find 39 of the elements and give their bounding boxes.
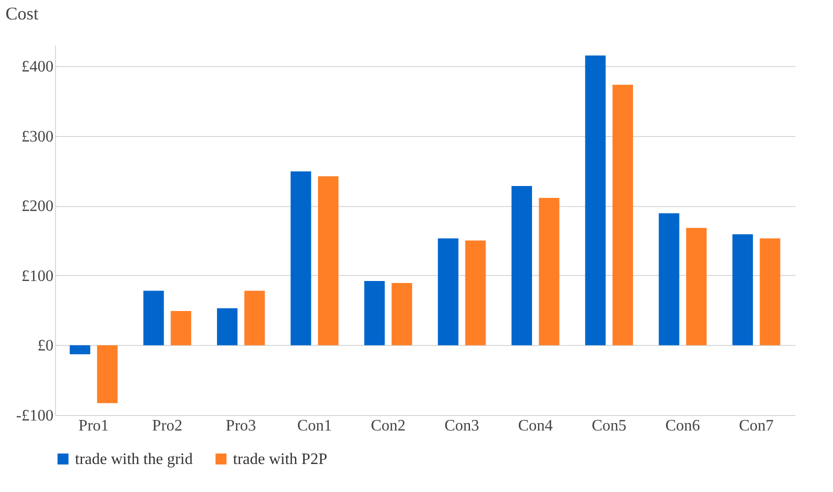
x-tick-label: Con3 bbox=[444, 418, 480, 434]
y-tick-label: -£100 bbox=[16, 408, 54, 424]
bar bbox=[465, 240, 486, 346]
y-axis-title: Cost bbox=[6, 4, 39, 24]
x-tick-label: Con1 bbox=[297, 418, 332, 434]
bar bbox=[585, 55, 606, 346]
bar bbox=[686, 228, 707, 346]
bar bbox=[392, 283, 412, 346]
bar bbox=[143, 290, 164, 346]
x-tick-label: Con2 bbox=[370, 418, 406, 434]
bar bbox=[732, 234, 753, 346]
bar bbox=[290, 171, 312, 346]
bar bbox=[538, 198, 560, 346]
y-tick-label: £0 bbox=[38, 338, 54, 355]
legend-label: trade with the grid bbox=[75, 451, 193, 468]
bar bbox=[216, 308, 238, 346]
y-tick-label: £100 bbox=[22, 268, 54, 285]
bar bbox=[658, 213, 680, 346]
bar bbox=[70, 345, 90, 354]
bar bbox=[612, 84, 634, 346]
x-tick-label: Con4 bbox=[518, 418, 553, 434]
bar bbox=[97, 345, 118, 404]
x-tick-label: Con6 bbox=[665, 418, 700, 434]
x-tick-label: Pro3 bbox=[226, 418, 256, 434]
bar bbox=[438, 238, 458, 346]
bar bbox=[318, 176, 338, 346]
x-tick-label: Pro2 bbox=[152, 418, 182, 434]
x-tick-label: Pro1 bbox=[78, 418, 109, 434]
bar bbox=[760, 238, 780, 346]
bar bbox=[512, 186, 532, 346]
x-tick-label: Con5 bbox=[592, 418, 626, 434]
bar bbox=[244, 290, 265, 346]
y-tick-label: £400 bbox=[22, 58, 54, 76]
legend-label: trade with P2P bbox=[233, 451, 328, 468]
bar bbox=[170, 310, 192, 346]
x-tick-label: Con7 bbox=[739, 418, 774, 434]
bar bbox=[364, 280, 385, 346]
y-tick-label: £200 bbox=[22, 198, 54, 216]
y-tick-label: £300 bbox=[22, 128, 54, 146]
